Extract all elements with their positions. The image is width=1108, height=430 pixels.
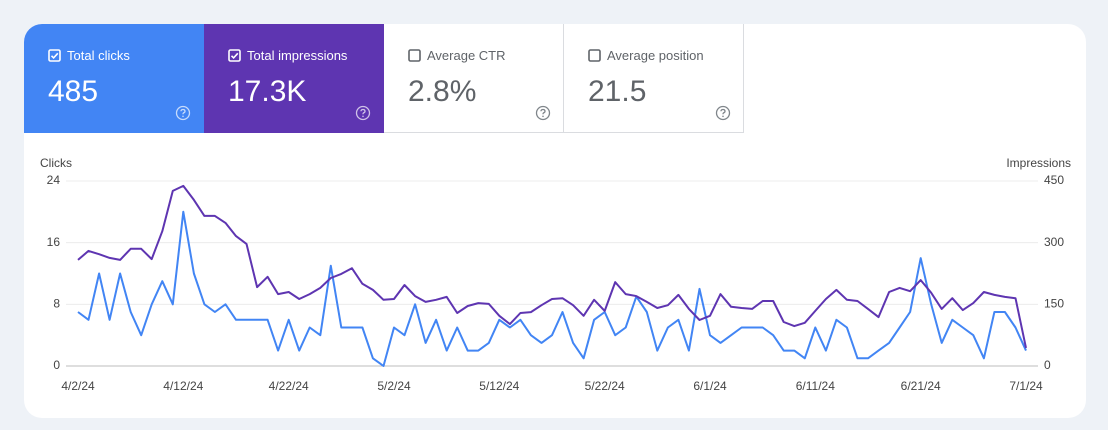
x-tick-label: 4/12/24 (163, 379, 203, 393)
help-icon[interactable] (715, 105, 731, 121)
checkbox[interactable] (48, 49, 61, 62)
help-icon[interactable] (355, 105, 371, 121)
help-icon[interactable] (175, 105, 191, 121)
checkbox[interactable] (228, 49, 241, 62)
x-tick-label: 5/2/24 (377, 379, 411, 393)
y-tick-label: 24 (47, 173, 61, 187)
x-tick-label: 6/21/24 (901, 379, 941, 393)
y2-tick-label: 150 (1044, 297, 1064, 311)
y2-tick-label: 0 (1044, 358, 1051, 372)
performance-card: Total clicks 485 Total impressions 17.3K Ave… (24, 24, 1086, 418)
metric-label: Total impressions (247, 48, 348, 63)
checkbox[interactable] (588, 49, 601, 62)
help-icon[interactable] (535, 105, 551, 121)
metric-label: Total clicks (67, 48, 130, 63)
x-tick-label: 5/12/24 (479, 379, 519, 393)
x-tick-label: 4/2/24 (61, 379, 95, 393)
y-axis-label: Clicks (40, 156, 72, 170)
metric-label: Average position (607, 48, 704, 63)
series-line (77, 210, 1027, 367)
metric-value: 21.5 (588, 75, 647, 108)
y2-axis-label: Impressions (1006, 156, 1071, 170)
metric-value: 485 (48, 75, 99, 108)
y2-tick-label: 450 (1044, 173, 1064, 187)
metric-tile[interactable]: Total clicks 485 (24, 24, 204, 133)
series-line (77, 184, 1027, 349)
y-tick-label: 0 (53, 358, 60, 372)
x-tick-label: 7/1/24 (1009, 379, 1043, 393)
metric-label: Average CTR (427, 48, 506, 63)
y2-tick-label: 300 (1044, 235, 1064, 249)
metric-value: 17.3K (228, 75, 307, 108)
x-tick-label: 6/1/24 (693, 379, 727, 393)
metric-tile[interactable]: Average position 21.5 (564, 24, 744, 133)
y-tick-label: 8 (53, 297, 60, 311)
metric-value: 2.8% (408, 75, 477, 108)
x-tick-label: 6/11/24 (796, 379, 835, 393)
metric-tile[interactable]: Total impressions 17.3K (204, 24, 384, 133)
x-tick-label: 4/22/24 (269, 379, 309, 393)
metric-tile[interactable]: Average CTR 2.8% (384, 24, 564, 133)
x-tick-label: 5/22/24 (585, 379, 625, 393)
checkbox[interactable] (408, 49, 421, 62)
y-tick-label: 16 (47, 235, 61, 249)
